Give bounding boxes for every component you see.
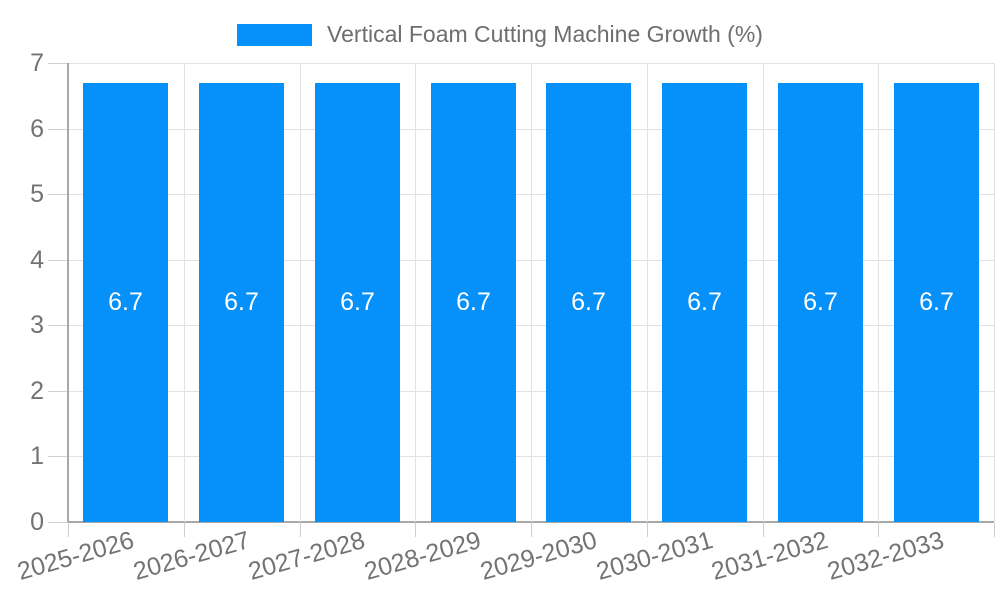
x-tick-label: 2027-2028 xyxy=(245,526,369,586)
y-tick-label: 0 xyxy=(30,508,44,536)
legend-swatch xyxy=(237,23,313,46)
x-tick-mark xyxy=(300,523,301,537)
x-tick-mark xyxy=(531,523,532,537)
bar: 6.7 xyxy=(778,83,863,522)
bar-value-label: 6.7 xyxy=(919,288,954,316)
y-tick-label: 2 xyxy=(30,377,44,405)
bar-value-label: 6.7 xyxy=(687,288,722,316)
gridline-vertical xyxy=(184,63,185,522)
y-tick-mark xyxy=(48,391,68,392)
y-tick-mark xyxy=(48,325,68,326)
y-tick-label: 7 xyxy=(30,49,44,77)
bar-value-label: 6.7 xyxy=(340,288,375,316)
y-tick-mark xyxy=(48,129,68,130)
gridline-vertical xyxy=(994,63,995,522)
x-tick-label: 2032-2033 xyxy=(824,526,948,586)
y-tick-mark xyxy=(48,260,68,261)
y-axis-line xyxy=(67,63,69,522)
bar: 6.7 xyxy=(894,83,979,522)
y-tick-label: 4 xyxy=(30,246,44,274)
y-tick-label: 6 xyxy=(30,115,44,143)
bar: 6.7 xyxy=(431,83,516,522)
y-tick-mark xyxy=(48,456,68,457)
x-tick-label: 2030-2031 xyxy=(593,526,717,586)
x-tick-mark xyxy=(647,523,648,537)
x-tick-mark xyxy=(184,523,185,537)
bar: 6.7 xyxy=(546,83,631,522)
y-tick-mark xyxy=(48,522,68,523)
x-tick-label: 2029-2030 xyxy=(477,526,601,586)
y-tick-mark xyxy=(48,194,68,195)
x-axis-line xyxy=(68,521,994,523)
gridline-vertical xyxy=(878,63,879,522)
legend-series-label: Vertical Foam Cutting Machine Growth (%) xyxy=(327,21,763,47)
x-tick-mark xyxy=(878,523,879,537)
x-tick-mark xyxy=(415,523,416,537)
gridline-vertical xyxy=(415,63,416,522)
x-tick-label: 2028-2029 xyxy=(361,526,485,586)
bar-value-label: 6.7 xyxy=(571,288,606,316)
y-tick-label: 3 xyxy=(30,311,44,339)
gridline-vertical xyxy=(300,63,301,522)
x-tick-label: 2031-2032 xyxy=(708,526,832,586)
gridline-vertical xyxy=(763,63,764,522)
bar: 6.7 xyxy=(315,83,400,522)
y-tick-mark xyxy=(48,63,68,64)
bar: 6.7 xyxy=(662,83,747,522)
bar-value-label: 6.7 xyxy=(224,288,259,316)
bar: 6.7 xyxy=(199,83,284,522)
bar-value-label: 6.7 xyxy=(456,288,491,316)
bar: 6.7 xyxy=(83,83,168,522)
x-tick-mark xyxy=(994,523,995,537)
x-tick-label: 2026-2027 xyxy=(130,526,254,586)
bar-value-label: 6.7 xyxy=(803,288,838,316)
gridline-vertical xyxy=(531,63,532,522)
x-tick-mark xyxy=(763,523,764,537)
chart-legend: Vertical Foam Cutting Machine Growth (%) xyxy=(0,21,1000,48)
gridline-vertical xyxy=(647,63,648,522)
y-tick-label: 1 xyxy=(30,442,44,470)
bar-value-label: 6.7 xyxy=(108,288,143,316)
y-tick-label: 5 xyxy=(30,180,44,208)
x-tick-mark xyxy=(68,523,69,537)
